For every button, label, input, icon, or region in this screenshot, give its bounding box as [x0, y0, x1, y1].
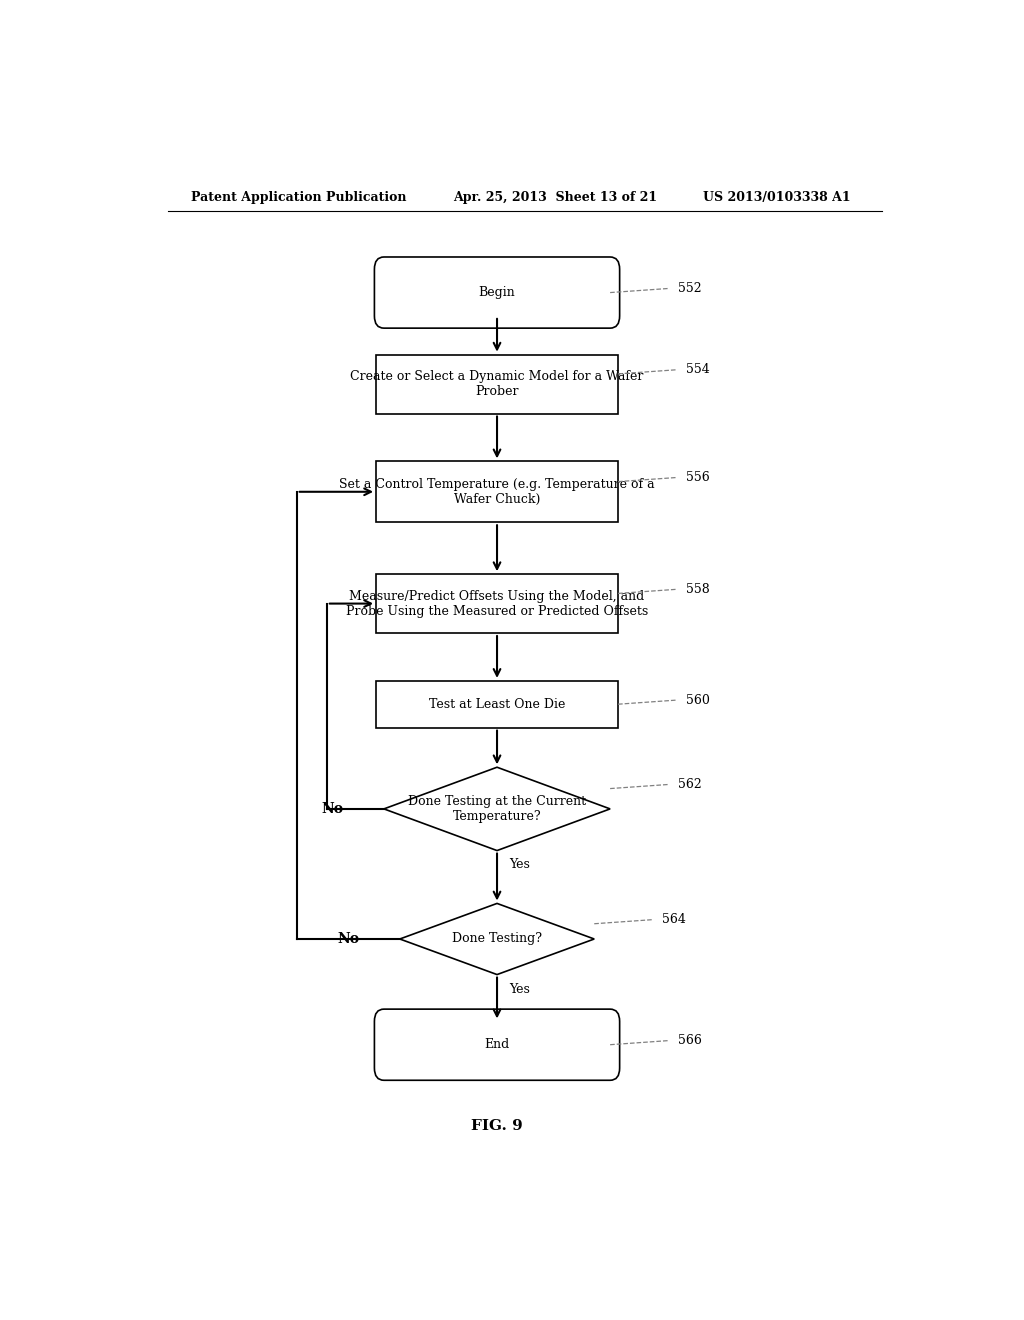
FancyBboxPatch shape [375, 1008, 620, 1080]
Text: Set a Control Temperature (e.g. Temperature of a
Wafer Chuck): Set a Control Temperature (e.g. Temperat… [339, 478, 654, 506]
Text: 556: 556 [685, 471, 710, 484]
Text: 558: 558 [685, 583, 710, 595]
Text: US 2013/0103338 A1: US 2013/0103338 A1 [703, 190, 851, 203]
Bar [376, 574, 618, 634]
Text: Begin: Begin [478, 286, 515, 300]
Polygon shape [399, 903, 594, 974]
Text: 562: 562 [678, 777, 701, 791]
Text: 552: 552 [678, 282, 701, 294]
FancyBboxPatch shape [375, 257, 620, 329]
Text: No: No [337, 932, 359, 946]
Polygon shape [384, 767, 610, 850]
Text: Patent Application Publication: Patent Application Publication [191, 190, 407, 203]
Text: Apr. 25, 2013  Sheet 13 of 21: Apr. 25, 2013 Sheet 13 of 21 [454, 190, 657, 203]
Text: Create or Select a Dynamic Model for a Wafer
Prober: Create or Select a Dynamic Model for a W… [350, 370, 644, 399]
Text: Done Testing?: Done Testing? [452, 932, 542, 945]
Text: Measure/Predict Offsets Using the Model, and
Probe Using the Measured or Predict: Measure/Predict Offsets Using the Model,… [346, 590, 648, 618]
Bar [376, 681, 618, 727]
Text: Test at Least One Die: Test at Least One Die [429, 698, 565, 710]
Bar [376, 461, 618, 523]
Text: Yes: Yes [509, 983, 529, 997]
Text: 566: 566 [678, 1034, 701, 1047]
Text: Yes: Yes [509, 858, 529, 871]
Bar [376, 355, 618, 413]
Text: 564: 564 [662, 913, 686, 927]
Text: End: End [484, 1039, 510, 1051]
Text: Done Testing at the Current
Temperature?: Done Testing at the Current Temperature? [408, 795, 586, 822]
Text: 560: 560 [685, 693, 710, 706]
Text: No: No [322, 801, 343, 816]
Text: FIG. 9: FIG. 9 [471, 1119, 523, 1133]
Text: 554: 554 [685, 363, 710, 376]
